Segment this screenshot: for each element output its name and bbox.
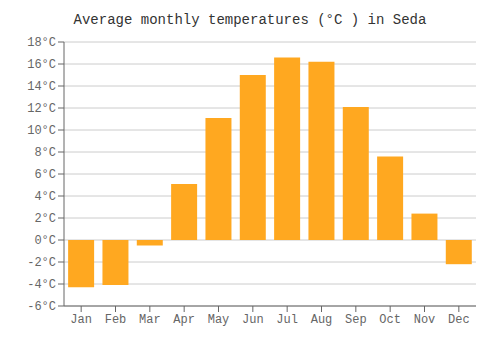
svg-text:-6°C: -6°C (27, 300, 56, 314)
svg-text:-2°C: -2°C (27, 256, 56, 270)
svg-text:16°C: 16°C (27, 58, 56, 72)
svg-text:8°C: 8°C (34, 146, 56, 160)
svg-text:12°C: 12°C (27, 102, 56, 116)
svg-text:Sep: Sep (345, 313, 367, 327)
svg-text:0°C: 0°C (34, 234, 56, 248)
svg-text:Dec: Dec (448, 313, 470, 327)
svg-text:Mar: Mar (139, 313, 161, 327)
svg-text:Jun: Jun (242, 313, 264, 327)
svg-text:2°C: 2°C (34, 212, 56, 226)
svg-text:Nov: Nov (414, 313, 436, 327)
svg-text:Jul: Jul (276, 313, 298, 327)
html-text:Average monthly temperatures (: Average monthly temperatures (°C ) in Se… (73, 12, 427, 28)
svg-text:Jan: Jan (70, 313, 92, 327)
svg-text:10°C: 10°C (27, 124, 56, 138)
svg-text:-4°C: -4°C (27, 278, 56, 292)
svg-text:6°C: 6°C (34, 168, 56, 182)
svg-text:May: May (208, 313, 230, 327)
svg-text:4°C: 4°C (34, 190, 56, 204)
svg-text:14°C: 14°C (27, 80, 56, 94)
svg-text:Oct: Oct (379, 313, 401, 327)
svg-text:Apr: Apr (173, 313, 195, 327)
svg-text:18°C: 18°C (27, 36, 56, 50)
svg-text:Aug: Aug (311, 313, 333, 327)
svg-text:Feb: Feb (105, 313, 127, 327)
